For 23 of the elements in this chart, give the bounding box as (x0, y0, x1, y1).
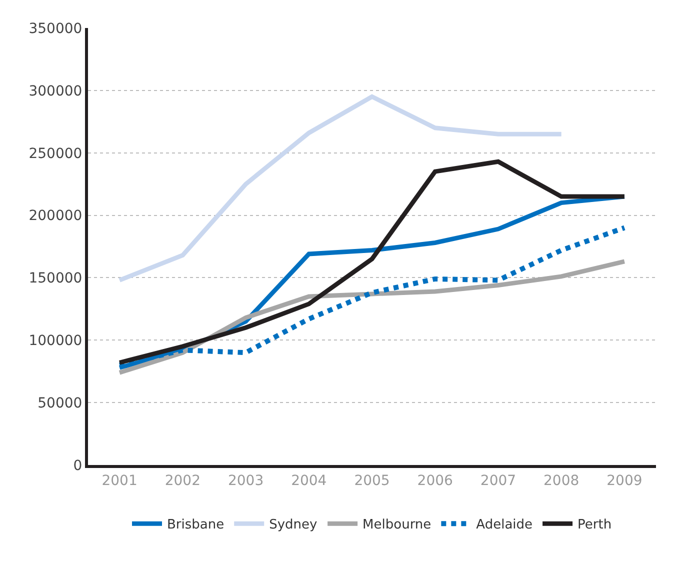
y-tick-label: 200000 (28, 208, 82, 224)
legend-label: Sydney (269, 518, 318, 533)
y-tick-label: 150000 (28, 270, 82, 287)
y-tick-label: 250000 (28, 146, 82, 162)
x-tick-label: 2002 (164, 472, 200, 489)
legend-label: Perth (578, 518, 612, 533)
y-tick-label: 350000 (28, 20, 82, 37)
y-tick-label: 50000 (38, 395, 82, 412)
x-tick-label: 2001 (102, 472, 138, 489)
y-tick-label: 0 (73, 458, 82, 474)
x-tick-label: 2007 (480, 472, 516, 489)
x-tick-label: 2009 (606, 472, 642, 489)
legend-label: Adelaide (476, 518, 533, 533)
legend-label: Melbourne (362, 518, 432, 533)
x-tick-label: 2008 (544, 472, 580, 489)
x-tick-label: 2004 (291, 472, 327, 489)
y-tick-label: 300000 (28, 83, 82, 100)
y-tick-label: 100000 (28, 333, 82, 350)
legend-label: Brisbane (167, 518, 224, 533)
x-tick-label: 2006 (417, 472, 454, 489)
x-tick-label: 2005 (354, 472, 390, 489)
line-series (117, 259, 627, 375)
x-tick-label: 2003 (228, 472, 264, 489)
